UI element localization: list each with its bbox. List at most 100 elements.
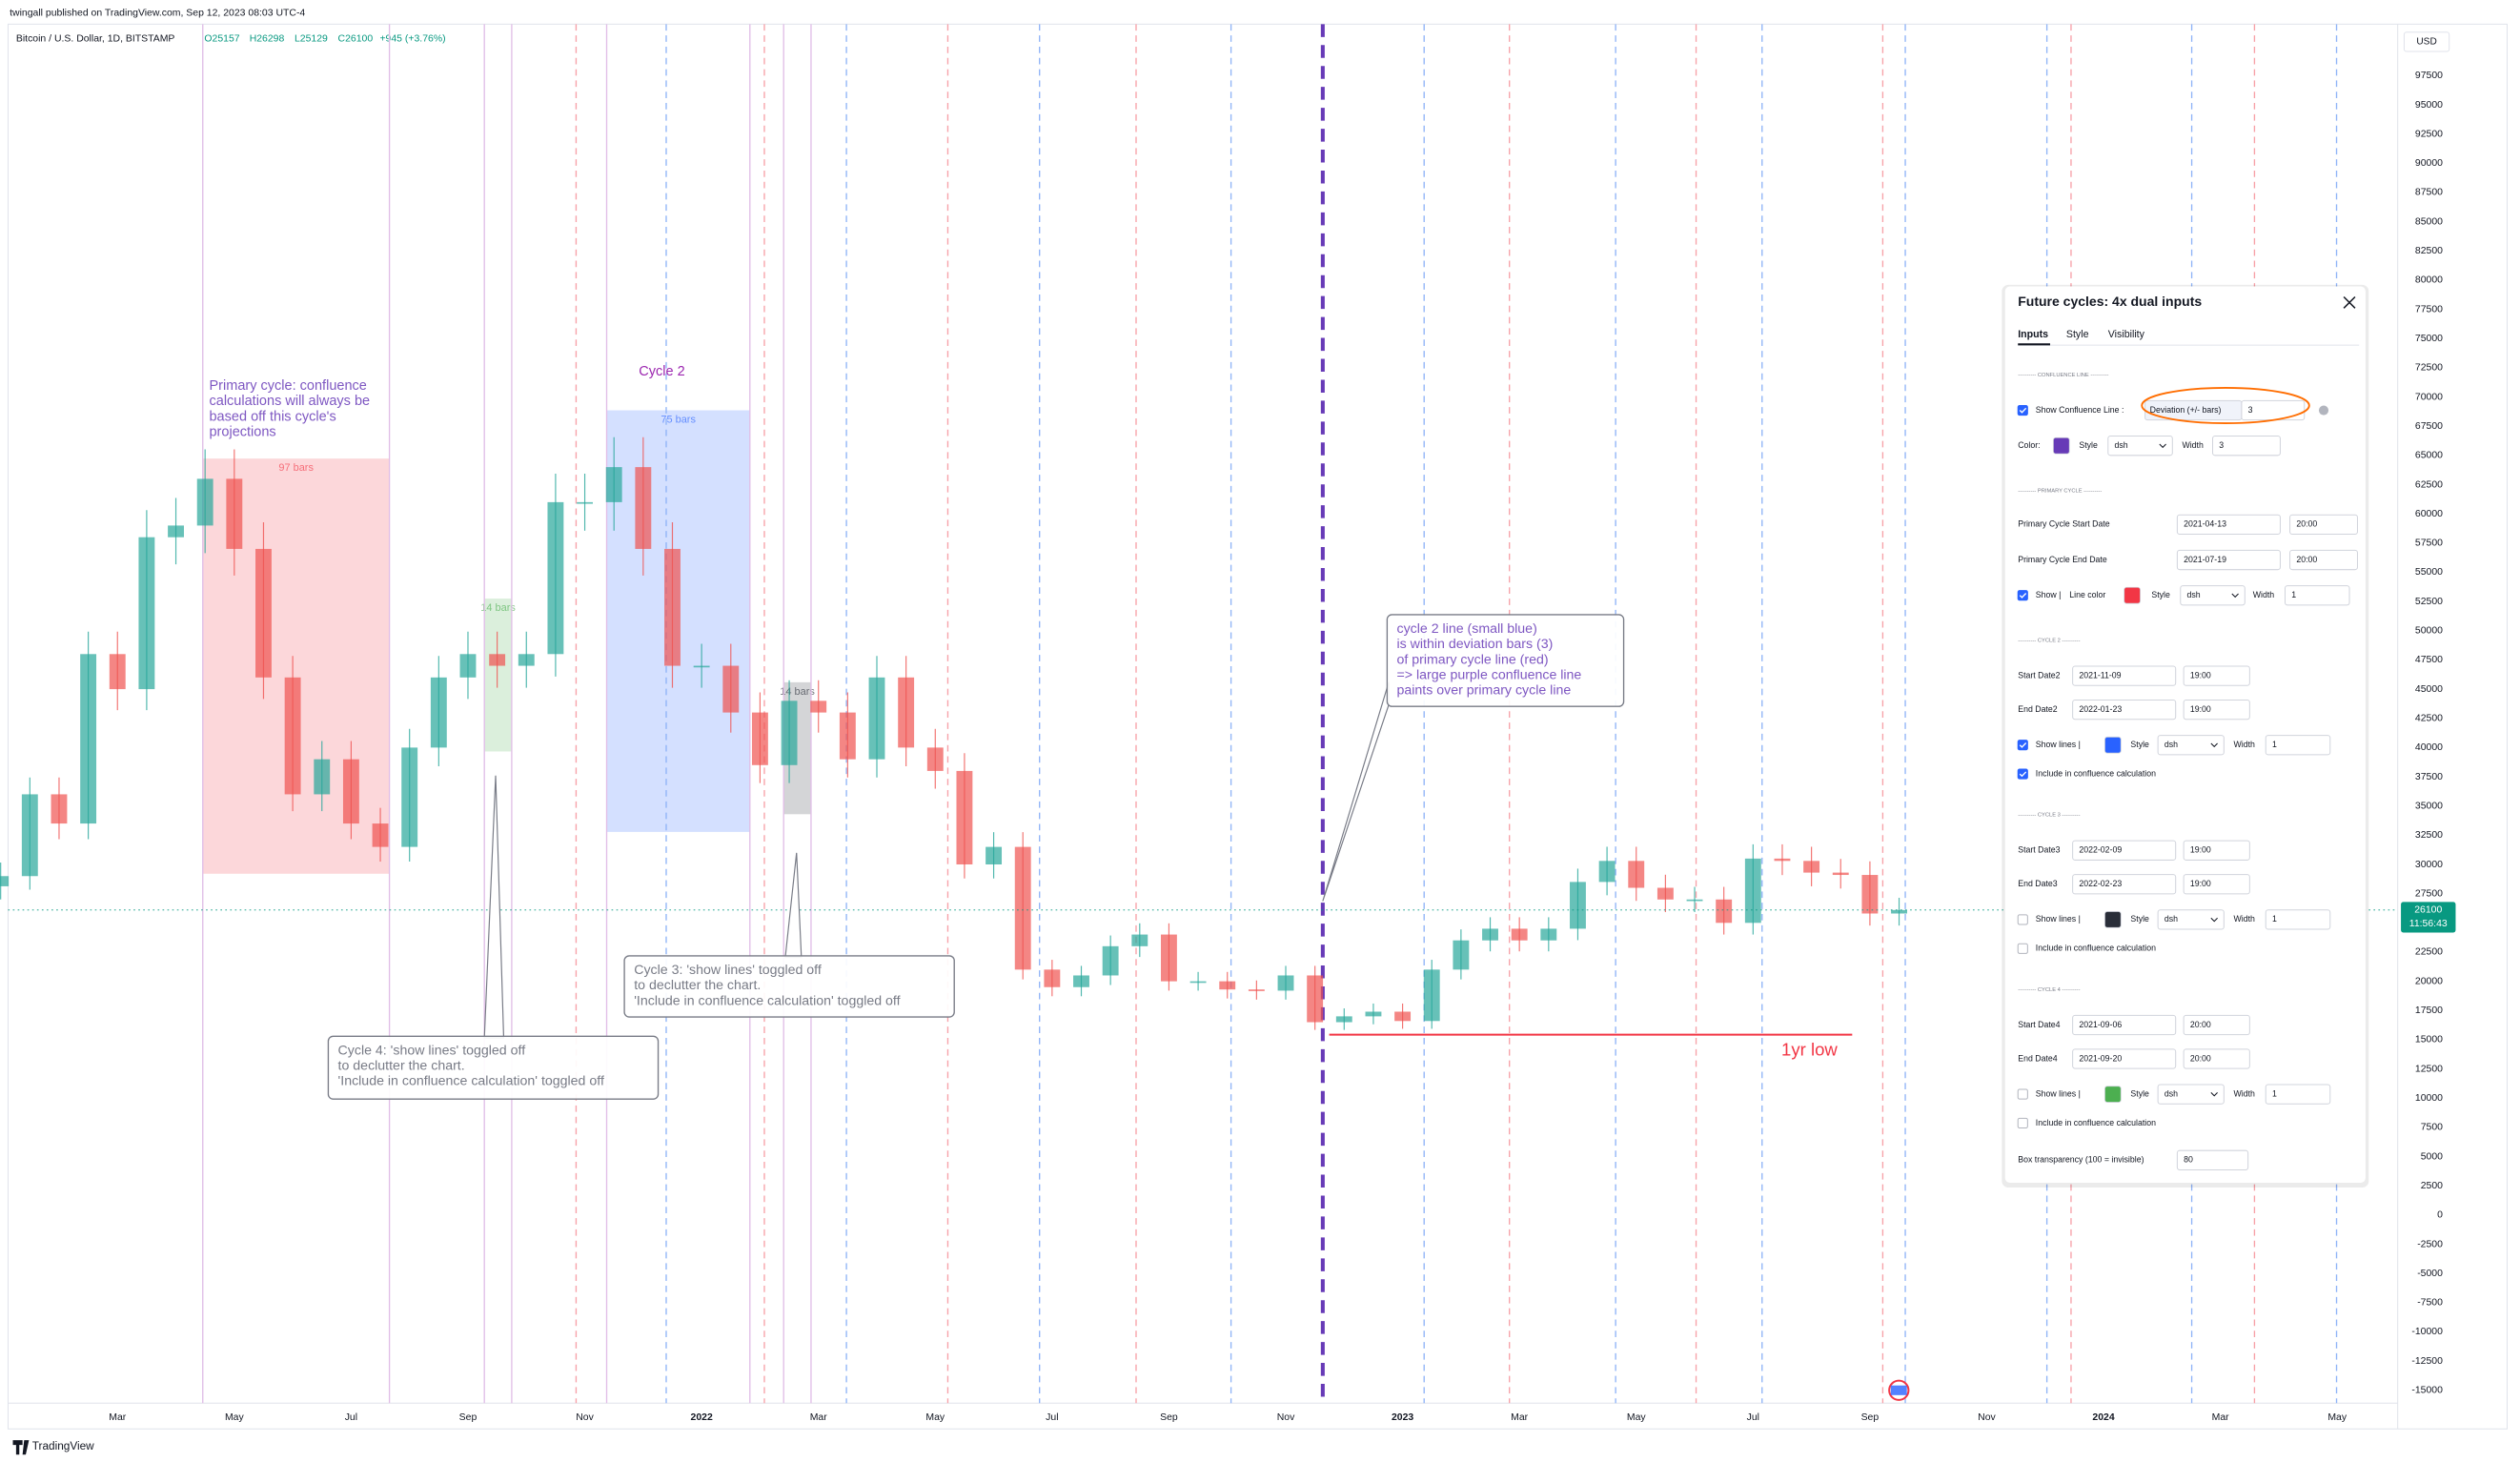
panel-label: Start Date4 (2018, 1020, 2060, 1029)
cycle2-title: Cycle 2 (639, 364, 684, 379)
y-tick-label: 12500 (2415, 1064, 2443, 1074)
style-select: dsh (2164, 914, 2178, 924)
style-select: dsh (2115, 440, 2128, 450)
date-input: 2022-02-23 (2079, 879, 2122, 888)
panel-label: Style (2130, 1088, 2149, 1098)
x-tick-label: 2022 (691, 1412, 713, 1423)
y-tick-label: 32500 (2415, 830, 2443, 841)
currency-box (2403, 31, 2450, 52)
candle (751, 712, 768, 765)
panel-label: Style (2130, 914, 2149, 924)
panel-label: Show lines | (2036, 914, 2081, 924)
select-chevron (2210, 1092, 2218, 1097)
candle (577, 501, 593, 504)
candle (401, 747, 418, 847)
time-input: 20:00 (2296, 519, 2317, 529)
scene: twingall published on TradingView.com, S… (0, 8, 2509, 1455)
cycle-box-label: 75 bars (660, 415, 696, 426)
candle (1656, 887, 1674, 900)
width-input-box (2265, 1084, 2331, 1105)
color-swatch (2103, 1086, 2122, 1103)
y-tick-label: 65000 (2415, 451, 2443, 461)
candle (138, 537, 155, 690)
cycle2-callout-text: => large purple confluence line (1397, 668, 1582, 683)
candle (1774, 858, 1791, 862)
color-swatch (2052, 437, 2070, 455)
candle (605, 467, 622, 502)
time-input-box (2289, 549, 2358, 571)
width-input: 1 (2291, 590, 2296, 599)
x-tick-label: Nov (1978, 1412, 1996, 1423)
panel-label: Primary Cycle End Date (2018, 555, 2107, 564)
last-price-box (2401, 902, 2456, 933)
candle (1686, 899, 1703, 902)
candle (284, 677, 301, 795)
style-select: dsh (2164, 740, 2178, 749)
x-tick-label: Sep (1160, 1412, 1178, 1423)
settings-panel (2004, 286, 2366, 1183)
candle (1891, 909, 1907, 914)
candle (1423, 969, 1440, 1022)
cycle2-callout-text: of primary cycle line (red) (1397, 652, 1549, 667)
date-input-box (2072, 699, 2177, 721)
time-input-box (2183, 1048, 2250, 1069)
low-label: 1yr low (1781, 1039, 1838, 1059)
candle (1248, 989, 1265, 991)
candle (1189, 981, 1207, 984)
style-select-box (2157, 735, 2225, 756)
date-input-box (2072, 1048, 2177, 1069)
time-input-box (2183, 699, 2250, 721)
candle (1131, 934, 1148, 946)
x-tick-label: May (2327, 1412, 2347, 1423)
currency: USD (2416, 37, 2436, 48)
panel-section-heading: ---------- CONFLUENCE LINE ---------- (2018, 373, 2108, 378)
y-tick-label: 15000 (2415, 1035, 2443, 1046)
candle (986, 846, 1003, 864)
candle (342, 759, 359, 824)
time-input-box (2183, 874, 2250, 895)
width-input-box (2212, 436, 2281, 457)
y-tick-label: 67500 (2415, 421, 2443, 432)
y-tick-label: 97500 (2415, 71, 2443, 81)
ohlc-open: O25157 (204, 33, 239, 44)
y-tick-label: 17500 (2415, 1005, 2443, 1016)
panel-tab: Style (2066, 329, 2089, 340)
width-input: 1 (2272, 740, 2277, 749)
y-tick-label: 80000 (2415, 275, 2443, 286)
panel-label: Width (2253, 590, 2275, 599)
y-tick-label: 75000 (2415, 334, 2443, 344)
time-input: 19:00 (2190, 670, 2211, 680)
date-input-box (2072, 840, 2177, 861)
style-select-box (2180, 585, 2246, 606)
time-input: 20:00 (2190, 1020, 2211, 1029)
panel-section-heading: ---------- CYCLE 4 ---------- (2018, 987, 2080, 993)
checkbox (2017, 914, 2028, 925)
y-tick-label: 90000 (2415, 158, 2443, 169)
candle (810, 701, 827, 713)
x-tick-label: 2023 (1392, 1412, 1413, 1423)
candle (1861, 875, 1879, 914)
x-tick-label: May (225, 1412, 245, 1423)
candle (722, 665, 740, 713)
x-tick-label: Nov (1277, 1412, 1295, 1423)
primary-note: calculations will always be (209, 394, 370, 409)
style-select-box (2157, 909, 2225, 930)
panel-section-heading: ---------- PRIMARY CYCLE ---------- (2018, 488, 2102, 494)
candle (1482, 928, 1498, 941)
panel-label: Primary Cycle Start Date (2018, 519, 2110, 529)
time-input: 20:00 (2296, 555, 2317, 564)
candle (1598, 861, 1616, 883)
checkbox (2017, 404, 2028, 416)
last-price: 26100 (2414, 905, 2442, 916)
y-tick-label: 95000 (2415, 100, 2443, 111)
candle (109, 654, 126, 690)
date-input: 2021-04-13 (2184, 519, 2226, 529)
ohlc-close: C26100 (338, 33, 374, 44)
date-input: 2021-07-19 (2184, 555, 2226, 564)
y-tick-label: 22500 (2415, 947, 2443, 958)
ohlc-change: +945 (+3.76%) (379, 33, 445, 44)
x-tick-label: Sep (1861, 1412, 1880, 1423)
panel-close (2343, 295, 2356, 309)
style-select: dsh (2164, 1088, 2178, 1098)
candle (868, 677, 885, 760)
